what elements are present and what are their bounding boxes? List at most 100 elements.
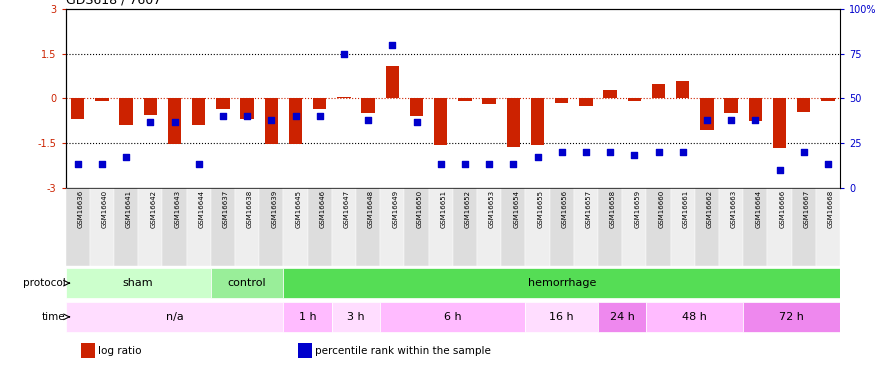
Bar [81,343,95,358]
Bar [235,188,259,266]
Bar [719,188,743,266]
Text: 3 h: 3 h [347,312,365,322]
Bar [700,99,713,130]
Bar [284,188,308,266]
Point [119,154,133,160]
Text: GSM16659: GSM16659 [634,190,640,228]
Bar [361,99,374,113]
Text: GSM16640: GSM16640 [102,190,108,228]
Text: log ratio: log ratio [98,346,142,355]
Text: protocol: protocol [23,278,66,288]
Point [192,161,206,167]
Text: 6 h: 6 h [444,312,462,322]
Point [530,154,544,160]
Bar [356,188,381,266]
Text: GDS618 / 7607: GDS618 / 7607 [66,0,161,7]
Point [216,113,230,119]
Text: sham: sham [123,278,153,288]
Text: 1 h: 1 h [298,312,317,322]
Point [748,117,762,123]
Bar [555,99,569,103]
Text: control: control [228,278,266,288]
Bar [337,97,351,99]
Bar [622,188,647,266]
Point [167,118,181,124]
Point [434,161,448,167]
Bar [647,302,743,332]
Bar [90,188,114,266]
Bar [284,302,332,332]
Point [797,149,811,155]
Bar [531,99,544,146]
Bar [120,99,133,125]
Text: GSM16657: GSM16657 [586,190,592,228]
Bar [381,302,525,332]
Bar [404,188,429,266]
Bar [458,99,472,101]
Bar [822,99,835,101]
Bar [114,188,138,266]
Point [71,161,85,167]
Text: hemorrhage: hemorrhage [528,278,596,288]
Point [337,51,351,57]
Point [312,113,326,119]
Point [144,118,158,124]
Text: GSM16662: GSM16662 [707,190,713,228]
Point [385,42,399,48]
Text: GSM16652: GSM16652 [465,190,471,228]
Bar [308,188,332,266]
Bar [66,188,90,266]
Text: GSM16648: GSM16648 [368,190,374,228]
Text: GSM16643: GSM16643 [174,190,180,228]
Text: GSM16668: GSM16668 [828,190,834,228]
Bar [429,188,453,266]
Point [482,161,496,167]
Text: GSM16651: GSM16651 [441,190,447,228]
Point [458,161,472,167]
Text: GSM16663: GSM16663 [732,190,737,228]
Text: GSM16658: GSM16658 [610,190,616,228]
Text: GSM16637: GSM16637 [223,190,229,228]
Bar [743,188,767,266]
Point [724,117,738,123]
Text: GSM16660: GSM16660 [659,190,664,228]
Bar [525,188,550,266]
Bar [792,188,816,266]
Point [361,117,375,123]
Text: GSM16644: GSM16644 [199,190,205,228]
Bar [410,99,423,116]
Text: GSM16666: GSM16666 [780,190,786,228]
Point [676,149,690,155]
Point [289,113,303,119]
Bar [797,99,810,112]
Bar [598,302,647,332]
Text: 16 h: 16 h [550,312,574,322]
Bar [652,84,665,99]
Bar [186,188,211,266]
Text: GSM16645: GSM16645 [296,190,302,228]
Text: 48 h: 48 h [682,312,707,322]
Bar [211,268,284,298]
Text: GSM16642: GSM16642 [150,190,157,228]
Bar [192,99,206,125]
Text: GSM16646: GSM16646 [319,190,326,228]
Bar [284,268,840,298]
Point [579,149,593,155]
Point [603,149,617,155]
Bar [501,188,525,266]
Text: GSM16641: GSM16641 [126,190,132,228]
Point [821,161,835,167]
Text: GSM16655: GSM16655 [537,190,543,228]
Bar [216,99,229,109]
Text: GSM16639: GSM16639 [271,190,277,228]
Point [264,117,278,123]
Bar [627,99,641,101]
Bar [598,188,622,266]
Bar [604,90,617,99]
Text: GSM16647: GSM16647 [344,190,350,228]
Bar [289,99,302,144]
Bar [95,99,108,101]
Bar [313,99,326,109]
Text: GSM16638: GSM16638 [247,190,253,228]
Text: GSM16667: GSM16667 [804,190,809,228]
